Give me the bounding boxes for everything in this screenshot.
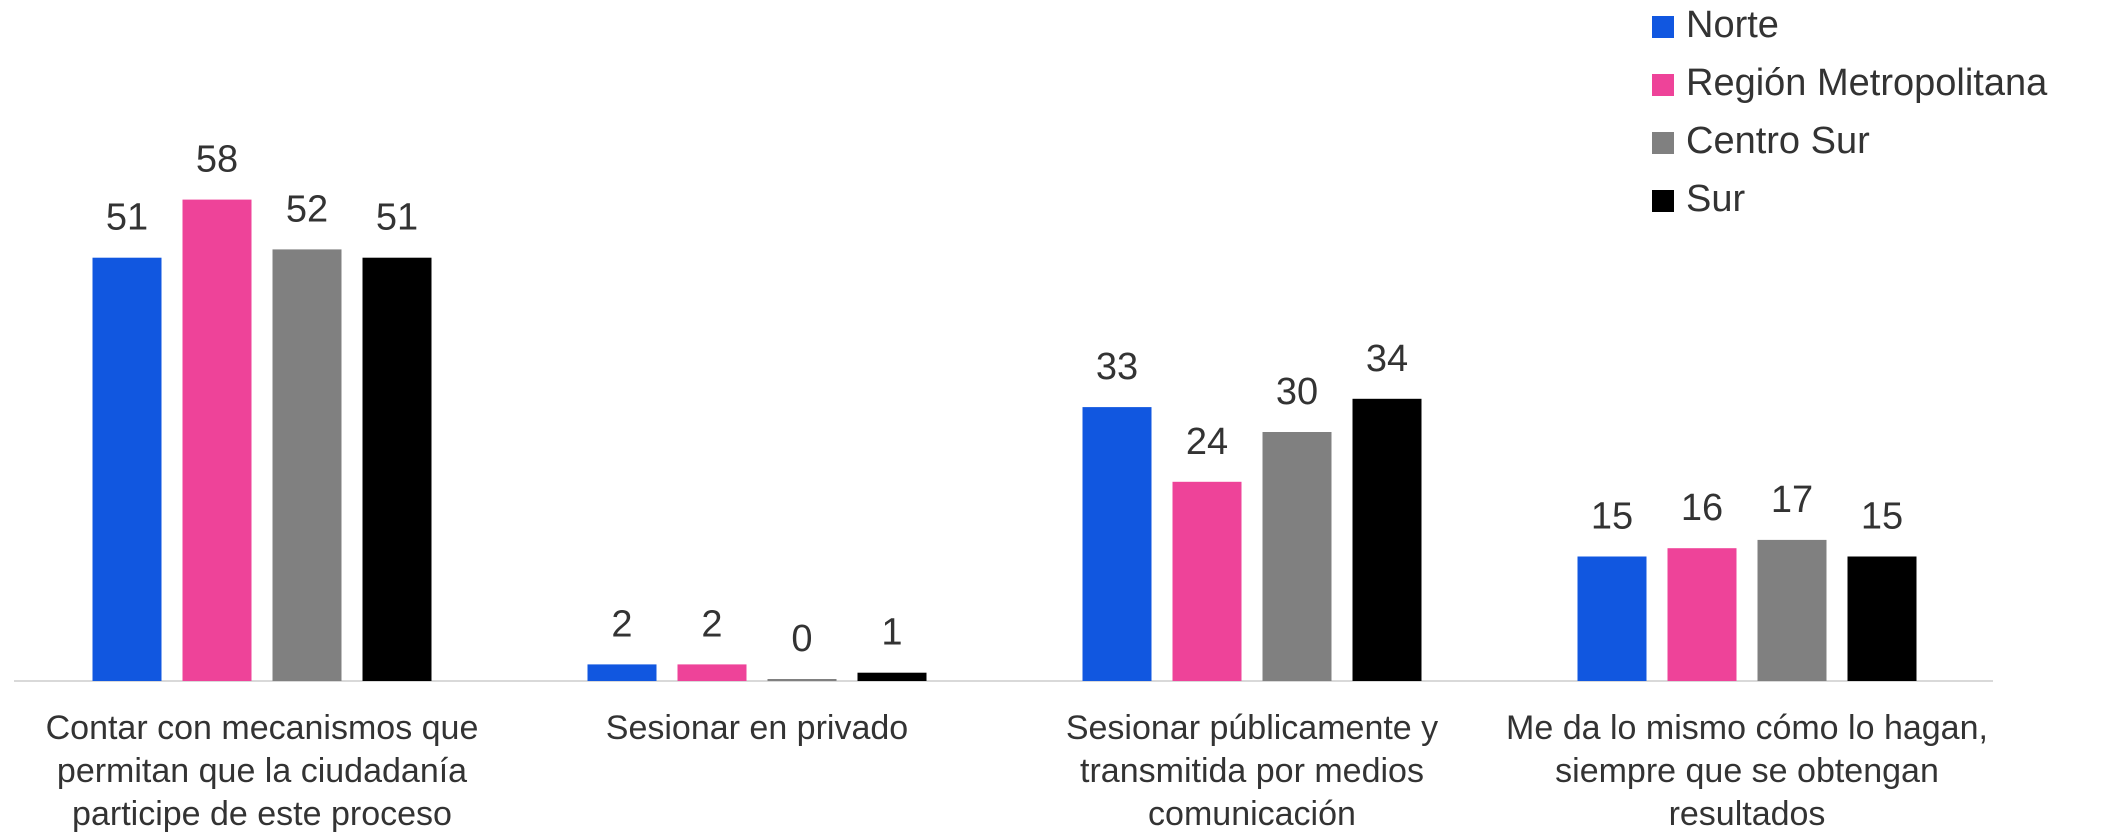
x-tick-label: Contar con mecanismos que permitan que l… <box>45 709 479 833</box>
data-label: 2 <box>701 603 722 645</box>
legend-label: Región Metropolitana <box>1686 62 2048 104</box>
legend-swatch <box>1652 132 1674 154</box>
data-label: 16 <box>1681 487 1723 529</box>
bar <box>1082 407 1152 681</box>
bar <box>92 257 162 681</box>
bar <box>182 199 252 681</box>
legend-label: Centro Sur <box>1686 120 1870 162</box>
bar <box>1847 556 1917 681</box>
bar <box>857 672 927 681</box>
data-label: 30 <box>1276 371 1318 413</box>
bar <box>677 664 747 681</box>
bar <box>1667 548 1737 681</box>
data-label: 2 <box>611 603 632 645</box>
data-label: 33 <box>1096 346 1138 388</box>
x-tick-label: Sesionar públicamente y transmitida por … <box>1065 709 1439 833</box>
data-label: 1 <box>881 612 902 654</box>
legend-swatch <box>1652 190 1674 212</box>
x-tick-label: Me da lo mismo cómo lo hagan, siempre qu… <box>1506 709 1988 833</box>
data-label: 51 <box>376 197 418 239</box>
bar <box>272 249 342 681</box>
legend-label: Norte <box>1686 4 1779 46</box>
data-label: 17 <box>1771 479 1813 521</box>
legend-swatch <box>1652 16 1674 38</box>
bar <box>1262 432 1332 681</box>
bar <box>362 257 432 681</box>
legend-label: Sur <box>1686 178 1745 220</box>
data-label: 52 <box>286 188 328 230</box>
data-label: 0 <box>791 618 812 660</box>
data-label: 58 <box>196 139 238 181</box>
x-tick-label: Sesionar en privado <box>605 709 909 747</box>
data-label: 34 <box>1366 338 1408 380</box>
bar <box>1757 539 1827 681</box>
bar <box>767 679 837 681</box>
data-label: 15 <box>1861 496 1903 538</box>
legend-swatch <box>1652 74 1674 96</box>
bar <box>587 664 657 681</box>
data-label: 15 <box>1591 496 1633 538</box>
bar <box>1352 398 1422 681</box>
bar <box>1577 556 1647 681</box>
bar <box>1172 481 1242 681</box>
data-label: 24 <box>1186 421 1228 463</box>
data-label: 51 <box>106 197 148 239</box>
